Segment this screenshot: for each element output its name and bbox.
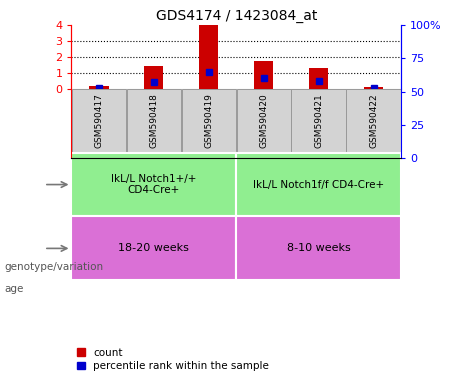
FancyBboxPatch shape [236, 217, 401, 280]
FancyBboxPatch shape [127, 89, 181, 152]
Text: IkL/L Notch1f/f CD4-Cre+: IkL/L Notch1f/f CD4-Cre+ [253, 180, 384, 190]
Text: IkL/L Notch1+/+
CD4-Cre+: IkL/L Notch1+/+ CD4-Cre+ [111, 174, 196, 195]
Text: GSM590422: GSM590422 [369, 93, 378, 148]
Bar [199, 25, 219, 158]
Text: genotype/variation: genotype/variation [5, 262, 104, 272]
Bar [309, 115, 328, 158]
FancyBboxPatch shape [291, 89, 346, 152]
Text: GSM590419: GSM590419 [204, 93, 213, 148]
Legend: count, percentile rank within the sample: count, percentile rank within the sample [77, 348, 269, 371]
Text: 8-10 weeks: 8-10 weeks [287, 243, 350, 253]
FancyBboxPatch shape [71, 217, 236, 280]
FancyBboxPatch shape [182, 89, 236, 152]
Text: age: age [5, 284, 24, 294]
Bar [89, 153, 108, 158]
Text: 18-20 weeks: 18-20 weeks [118, 243, 189, 253]
FancyBboxPatch shape [72, 89, 126, 152]
Bar [144, 112, 164, 158]
FancyBboxPatch shape [236, 89, 291, 152]
Bar [254, 100, 273, 158]
Bar [364, 155, 383, 158]
FancyBboxPatch shape [236, 152, 401, 217]
FancyBboxPatch shape [346, 89, 401, 152]
Text: GSM590421: GSM590421 [314, 93, 323, 148]
Text: GSM590420: GSM590420 [259, 93, 268, 148]
FancyBboxPatch shape [71, 152, 236, 217]
Text: GSM590418: GSM590418 [149, 93, 159, 148]
Text: GSM590417: GSM590417 [95, 93, 103, 148]
Title: GDS4174 / 1423084_at: GDS4174 / 1423084_at [155, 8, 317, 23]
